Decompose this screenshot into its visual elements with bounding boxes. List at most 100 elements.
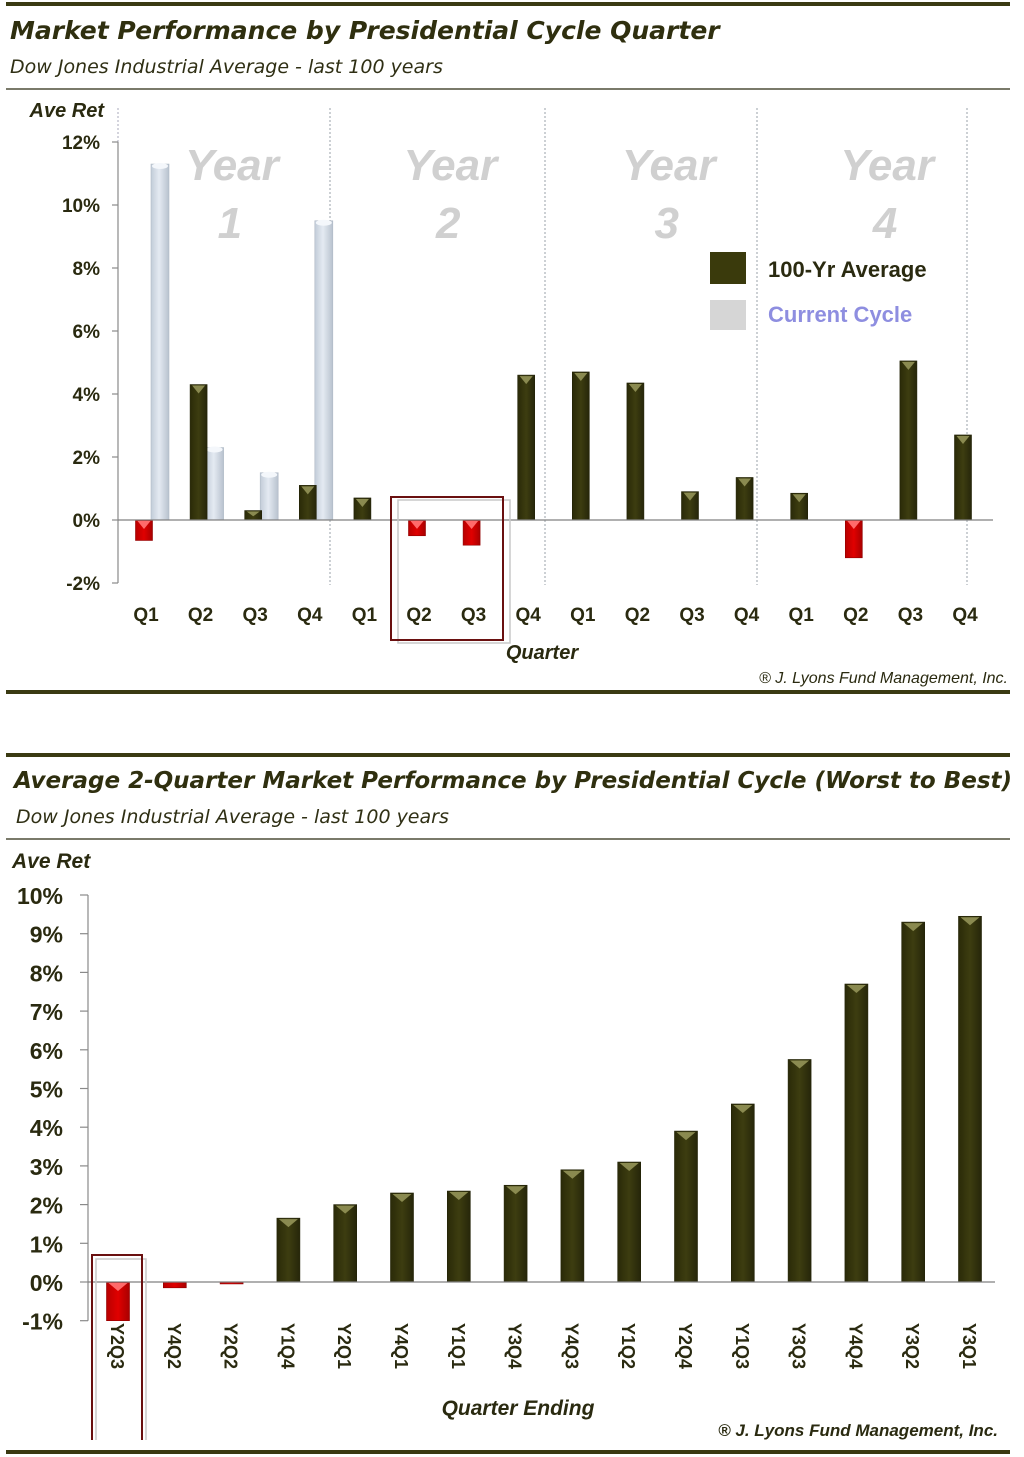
chart2-subtitle-rule <box>6 838 1010 840</box>
chart2-highlight-box <box>91 1254 143 1440</box>
chart1-x-tick-label: Q2 <box>625 605 650 626</box>
chart1-subtitle: Dow Jones Industrial Average - last 100 … <box>10 56 443 78</box>
chart1-title: Market Performance by Presidential Cycle… <box>10 16 720 45</box>
average-bar-cap <box>847 521 861 529</box>
average-bar-cap <box>355 498 369 507</box>
chart1-x-tick-label: Q4 <box>516 605 542 626</box>
two-quarter-bar <box>901 921 926 1283</box>
chart1-x-tick-label: Q2 <box>843 605 868 626</box>
two-quarter-bar <box>276 1217 301 1283</box>
average-bar-cap <box>465 521 479 529</box>
current-cycle-bar <box>314 220 334 521</box>
two-quarter-bar-cap <box>790 1060 810 1069</box>
chart1-y-tick-label: 0% <box>73 511 101 532</box>
chart2-y-tick-label: -1% <box>22 1309 63 1335</box>
chart2-y-tick-label: 10% <box>17 883 63 909</box>
chart2-y-tick-label: 5% <box>30 1077 63 1103</box>
two-quarter-bar-cap <box>676 1132 696 1141</box>
chart1-highlight-box <box>390 496 504 641</box>
average-bar-cap <box>410 521 424 529</box>
chart2-subtitle: Dow Jones Industrial Average - last 100 … <box>16 806 449 828</box>
chart1-y-tick-label: 4% <box>73 385 101 406</box>
chart2-y-tick-label: 4% <box>30 1115 63 1141</box>
average-bar-cap <box>574 372 588 381</box>
two-quarter-bar-cap <box>619 1163 639 1172</box>
chart1-y-tick-label: 6% <box>73 322 101 343</box>
chart1-credit: ® J. Lyons Fund Management, Inc. <box>759 670 1008 687</box>
chart1-x-tick-label: Q3 <box>243 605 268 626</box>
two-quarter-bar <box>163 1281 187 1289</box>
chart2-bottom-rule <box>6 1450 1010 1454</box>
year-watermark-number: 4 <box>872 199 897 248</box>
current-cycle-bar <box>259 472 279 521</box>
two-quarter-bar-cap <box>449 1192 469 1201</box>
chart2-x-tick-label: Y2Q1 <box>334 1323 354 1369</box>
chart1-x-tick-label: Q1 <box>352 605 378 626</box>
chart1-x-tick-label: Q1 <box>570 605 596 626</box>
chart2-y-tick-label: 7% <box>30 999 63 1025</box>
chart2-plot: Ave Ret -1% 0% 1% 2% 3% 4% 5% 6% 7% 8% 9% 10% Y2Q3 Y4Q… <box>11 850 998 1440</box>
two-quarter-bar <box>730 1103 755 1283</box>
current-cycle-bar-cap <box>315 219 332 226</box>
chart2-x-tick-label: Y1Q3 <box>732 1323 752 1369</box>
chart1-y-tick-label: 8% <box>73 259 101 280</box>
two-quarter-bar-cap <box>562 1170 582 1179</box>
average-bar <box>517 374 536 521</box>
legend-label-average: 100-Yr Average <box>768 257 927 282</box>
chart1-highlight-shadow <box>397 499 511 644</box>
two-quarter-bar-cap <box>392 1193 412 1202</box>
chart2-x-tick-label: Y1Q2 <box>618 1323 638 1369</box>
chart2-x-tick-label: Y3Q4 <box>505 1323 525 1369</box>
chart1-y-tick-label: 2% <box>73 448 101 469</box>
average-bar <box>626 382 645 521</box>
average-bar <box>899 360 918 521</box>
year-watermark-word: Year <box>185 141 282 190</box>
two-quarter-bar-cap <box>903 923 923 932</box>
chart2-x-tick-label: Y4Q1 <box>391 1323 411 1369</box>
chart2-y-axis-label: Ave Ret <box>11 850 91 873</box>
year-watermark-number: 1 <box>218 199 242 248</box>
chart1-x-tick-label: Q4 <box>734 605 760 626</box>
two-quarter-bar <box>674 1130 698 1283</box>
average-bar <box>189 384 208 521</box>
average-bar-cap <box>738 478 752 487</box>
chart2-x-tick-label: Y3Q1 <box>959 1323 979 1369</box>
year-watermark-word: Year <box>622 141 719 190</box>
chart1-y-tick-label: 12% <box>62 133 100 154</box>
two-quarter-bar-cap <box>846 985 866 994</box>
chart2-x-tick-label: Y2Q3 <box>107 1323 127 1369</box>
average-bar-cap <box>192 385 206 394</box>
chart2-y-tick-label: 1% <box>30 1231 63 1257</box>
year-watermark-word: Year <box>403 141 500 190</box>
year-watermark-word: Year <box>840 141 937 190</box>
legend-swatch-average <box>710 252 746 284</box>
chart1-subtitle-rule <box>6 88 1010 90</box>
two-quarter-bar <box>333 1204 358 1283</box>
two-quarter-bar-cap <box>506 1186 526 1195</box>
chart1-plot: Ave Ret Year 1 Year 2 Year 3 Year 4 -2% 0% 2% 4% 6% 8%… <box>29 100 1008 687</box>
chart2-title: Average 2-Quarter Market Performance by … <box>14 768 1013 794</box>
current-cycle-bar-cap <box>261 471 278 478</box>
two-quarter-bar-cap <box>278 1219 298 1228</box>
two-quarter-bar <box>390 1192 414 1283</box>
chart1-x-tick-label: Q2 <box>188 605 213 626</box>
chart1-y-tick-label: -2% <box>66 574 100 595</box>
two-quarter-bar <box>617 1161 642 1283</box>
average-bar-cap <box>137 521 151 529</box>
chart2-highlight-shadow <box>95 1258 147 1440</box>
chart2-x-axis-label: Quarter Ending <box>442 1397 595 1420</box>
chart2-x-tick-label: Y2Q2 <box>221 1323 241 1369</box>
current-cycle-bar <box>205 447 224 521</box>
two-quarter-bar <box>503 1184 528 1283</box>
chart1-x-tick-label: Q1 <box>133 605 159 626</box>
two-quarter-bar-cap <box>335 1205 355 1214</box>
chart1-x-tick-label: Q2 <box>406 605 431 626</box>
two-quarter-bar-cap <box>733 1104 753 1113</box>
average-bar-cap <box>683 492 697 501</box>
chart2-y-tick-label: 9% <box>30 922 63 948</box>
average-bar <box>954 434 972 521</box>
chart2-x-tick-label: Y4Q2 <box>164 1323 184 1369</box>
two-quarter-bar-cap <box>108 1283 128 1291</box>
chart1-x-tick-label: Q4 <box>952 605 978 626</box>
chart1-x-tick-label: Q4 <box>297 605 323 626</box>
